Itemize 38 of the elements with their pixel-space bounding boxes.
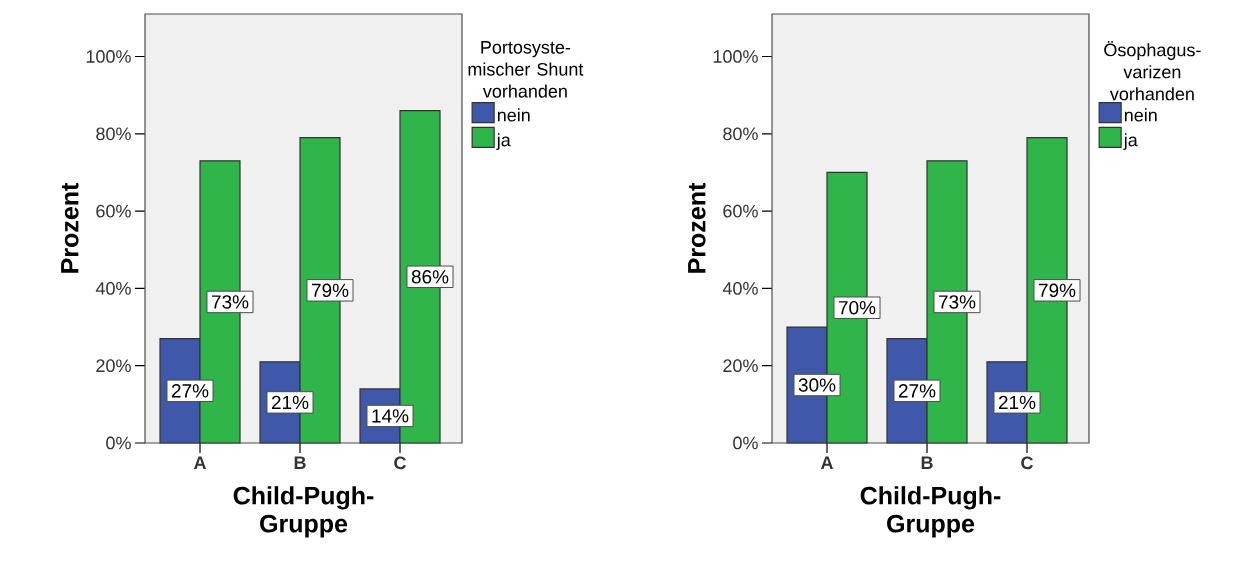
data-label: 79% <box>311 283 349 298</box>
y-tick-label: 20% <box>723 359 758 373</box>
y-tick-label: 60% <box>723 204 758 218</box>
legend-label: nein <box>1124 108 1157 122</box>
y-tick-label: 40% <box>95 282 131 295</box>
y-tick-label: 60% <box>96 204 131 218</box>
y-tick-label: 0% <box>733 436 758 450</box>
data-label: 79% <box>1038 283 1076 298</box>
data-label: 73% <box>211 295 249 309</box>
data-label: 73% <box>938 295 976 309</box>
y-tick-label: 40% <box>722 282 758 295</box>
y-axis-title: Prozent <box>61 182 79 273</box>
legend-label: ja <box>1123 133 1138 150</box>
data-label: 14% <box>372 409 409 423</box>
data-label: 21% <box>998 395 1036 410</box>
data-label: 27% <box>171 384 209 398</box>
x-tick-label: A <box>820 456 834 469</box>
y-tick-label: 100% <box>713 50 758 63</box>
data-label: 70% <box>838 300 876 315</box>
x-tick-label: B <box>294 456 306 469</box>
x-tick-label: C <box>394 456 407 470</box>
x-axis-title: Child-Pugh-Gruppe <box>860 486 1001 538</box>
legend-label: nein <box>497 108 530 122</box>
y-tick-label: 80% <box>96 127 131 141</box>
data-label: 86% <box>411 270 449 284</box>
x-tick-label: A <box>193 456 207 469</box>
data-label: 27% <box>898 384 936 398</box>
x-tick-label: B <box>921 456 933 469</box>
x-tick-label: C <box>1021 456 1034 470</box>
y-tick-label: 20% <box>96 359 131 373</box>
y-axis-title: Prozent <box>688 182 706 273</box>
y-tick-label: 100% <box>86 50 131 63</box>
y-tick-label: 80% <box>723 127 758 141</box>
y-tick-label: 0% <box>106 436 131 450</box>
legend-label: ja <box>496 133 511 150</box>
data-label: 21% <box>271 395 309 410</box>
x-axis-title: Child-Pugh-Gruppe <box>233 486 374 538</box>
data-label: 30% <box>798 378 836 392</box>
